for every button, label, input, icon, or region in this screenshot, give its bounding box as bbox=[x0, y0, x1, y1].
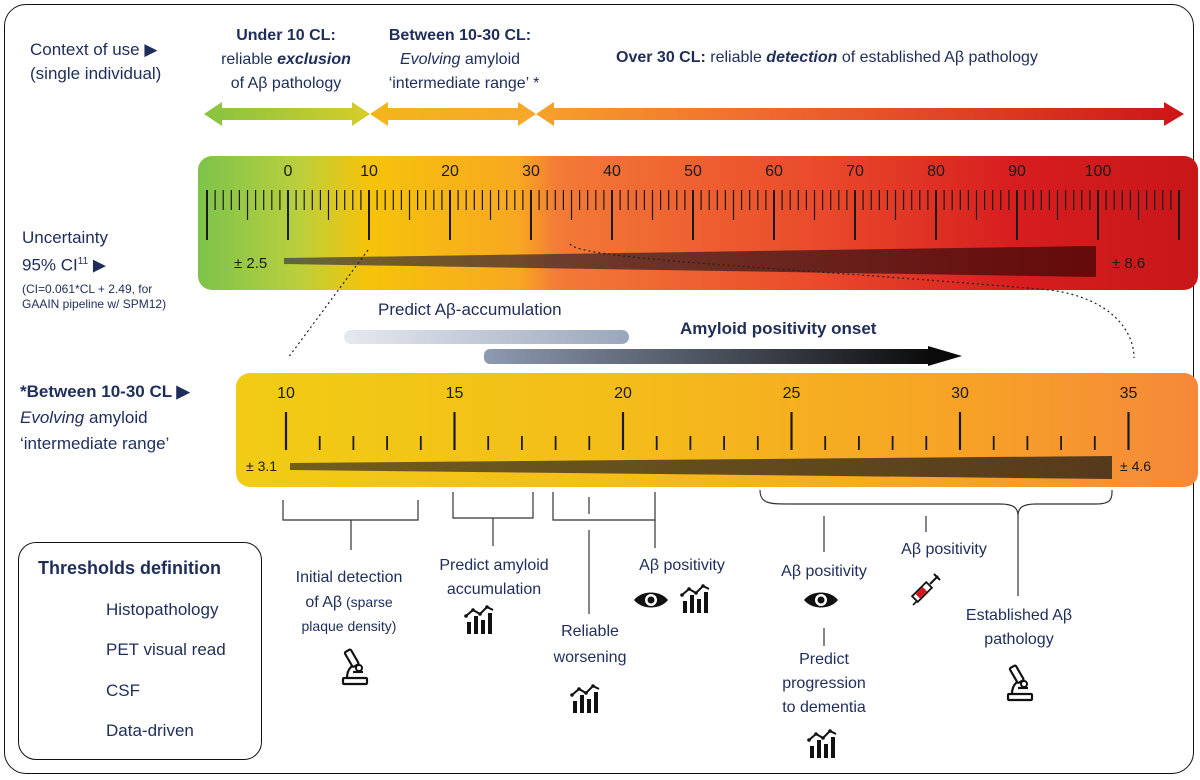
pet-eye-icon-2 bbox=[804, 592, 838, 608]
uncertainty-ci-label: 95% CI11 ▶ bbox=[22, 255, 106, 275]
thresholds-legend bbox=[18, 542, 262, 760]
intermediate-tick-label: 30 bbox=[951, 385, 969, 402]
uncertainty-note-2: GAAIN pipeline w/ SPM12) bbox=[22, 297, 167, 311]
predict-amyloid-line1: Predict amyloid bbox=[439, 557, 549, 574]
initial-detection-line2: of Aβ (sparse bbox=[305, 594, 393, 611]
main-tick-label: 70 bbox=[846, 163, 864, 180]
between-line2: Evolving amyloid bbox=[399, 51, 521, 68]
intermediate-label-line2: Evolving amyloid bbox=[20, 408, 148, 427]
reliable-worsening-line1: Reliable bbox=[561, 623, 619, 640]
between-title: Between 10-30 CL: bbox=[388, 27, 532, 44]
legend-title: Thresholds definition bbox=[38, 558, 221, 578]
main-tick-label: 40 bbox=[603, 163, 621, 180]
arrow-between-10-30 bbox=[370, 102, 536, 126]
uncertainty-label: Uncertainty bbox=[22, 228, 108, 247]
intermediate-tick-label: 35 bbox=[1119, 385, 1138, 402]
intermediate-tick-label: 10 bbox=[277, 385, 295, 402]
positivity-onset-arrow bbox=[484, 346, 962, 366]
established-line1: Established Aβ bbox=[965, 607, 1073, 624]
histopathology-icon-1 bbox=[341, 647, 369, 686]
data-driven-icon-3 bbox=[679, 583, 710, 614]
established-line2: pathology bbox=[984, 631, 1054, 648]
main-tick-label: 50 bbox=[684, 163, 702, 180]
intermediate-tick-label: 25 bbox=[782, 385, 801, 402]
main-tick-label: 20 bbox=[441, 163, 459, 180]
positivity-onset-label: Amyloid positivity onset bbox=[680, 319, 877, 338]
intermediate-label-line1: *Between 10-30 CL ▶ bbox=[20, 382, 190, 401]
intermediate-scale-ticks bbox=[284, 412, 1130, 450]
main-tick-label: 0 bbox=[283, 163, 293, 180]
arrow-over-30 bbox=[536, 102, 1184, 126]
data-driven-icon-2 bbox=[569, 683, 600, 714]
ab-positivity-data-label: Aβ positivity bbox=[639, 557, 725, 574]
between-line3: ‘intermediate range’ * bbox=[388, 75, 540, 92]
main-tick-label: 60 bbox=[765, 163, 783, 180]
legend-item-histopathology: Histopathology bbox=[106, 600, 219, 619]
initial-detection-line1: Initial detection bbox=[295, 569, 403, 586]
uncertainty-note-1: (CI=0.061*CL + 2.49, for bbox=[22, 282, 153, 296]
predict-progression-line2: progression bbox=[782, 675, 866, 692]
zoom-line-right bbox=[569, 243, 1135, 359]
legend-item-pet: PET visual read bbox=[106, 640, 226, 659]
predict-accumulation-label: Predict Aβ-accumulation bbox=[378, 300, 562, 319]
legend-item-csf: CSF bbox=[106, 681, 140, 700]
csf-syringe-icon-1 bbox=[911, 573, 941, 606]
context-label-line2: (single individual) bbox=[30, 64, 162, 83]
under10-line2: reliable exclusion bbox=[221, 51, 351, 68]
intermediate-tick-label: 15 bbox=[445, 385, 464, 402]
predict-progression-line3: to dementia bbox=[782, 699, 866, 716]
predict-progression-line1: Predict bbox=[799, 651, 849, 668]
under10-line3: of Aβ pathology bbox=[230, 75, 342, 92]
over30-text: Over 30 CL: reliable detection of establ… bbox=[616, 49, 1038, 66]
main-tick-label: 90 bbox=[1008, 163, 1026, 180]
reliable-worsening-line2: worsening bbox=[553, 649, 627, 666]
intermediate-left-value: ± 3.1 bbox=[246, 458, 278, 474]
main-tick-label: 30 bbox=[522, 163, 540, 180]
uncertainty-wedge-intermediate bbox=[290, 456, 1112, 479]
predict-amyloid-line2: accumulation bbox=[446, 581, 542, 598]
main-scale-ticks bbox=[206, 190, 1180, 240]
intermediate-right-value: ± 4.6 bbox=[1120, 458, 1152, 474]
threshold-brackets bbox=[282, 489, 1113, 646]
data-driven-icon-1 bbox=[463, 604, 494, 635]
ab-positivity-csf-label: Aβ positivity bbox=[901, 541, 987, 558]
main-tick-label: 10 bbox=[360, 163, 378, 180]
data-driven-icon-4 bbox=[806, 728, 837, 759]
context-label-line1: Context of use ▶ bbox=[30, 40, 158, 59]
intermediate-label-line3: ‘intermediate range’ bbox=[20, 434, 170, 453]
ab-positivity-pet-label: Aβ positivity bbox=[781, 563, 867, 580]
arrow-under-10 bbox=[204, 102, 370, 126]
histopathology-icon-2 bbox=[1006, 663, 1034, 702]
predict-accumulation-bar bbox=[344, 330, 629, 344]
uncertainty-right-value: ± 8.6 bbox=[1112, 255, 1146, 272]
main-tick-label: 80 bbox=[927, 163, 945, 180]
uncertainty-wedge-main bbox=[284, 246, 1096, 277]
context-arrows bbox=[204, 102, 1184, 126]
intermediate-tick-label: 20 bbox=[614, 385, 632, 402]
main-tick-label: 100 bbox=[1084, 163, 1112, 180]
uncertainty-left-value: ± 2.5 bbox=[234, 255, 268, 272]
initial-detection-line3: plaque density) bbox=[301, 618, 397, 634]
legend-item-data-driven: Data-driven bbox=[106, 721, 194, 740]
pet-eye-icon-1 bbox=[634, 592, 668, 608]
under10-title: Under 10 CL: bbox=[236, 27, 336, 44]
